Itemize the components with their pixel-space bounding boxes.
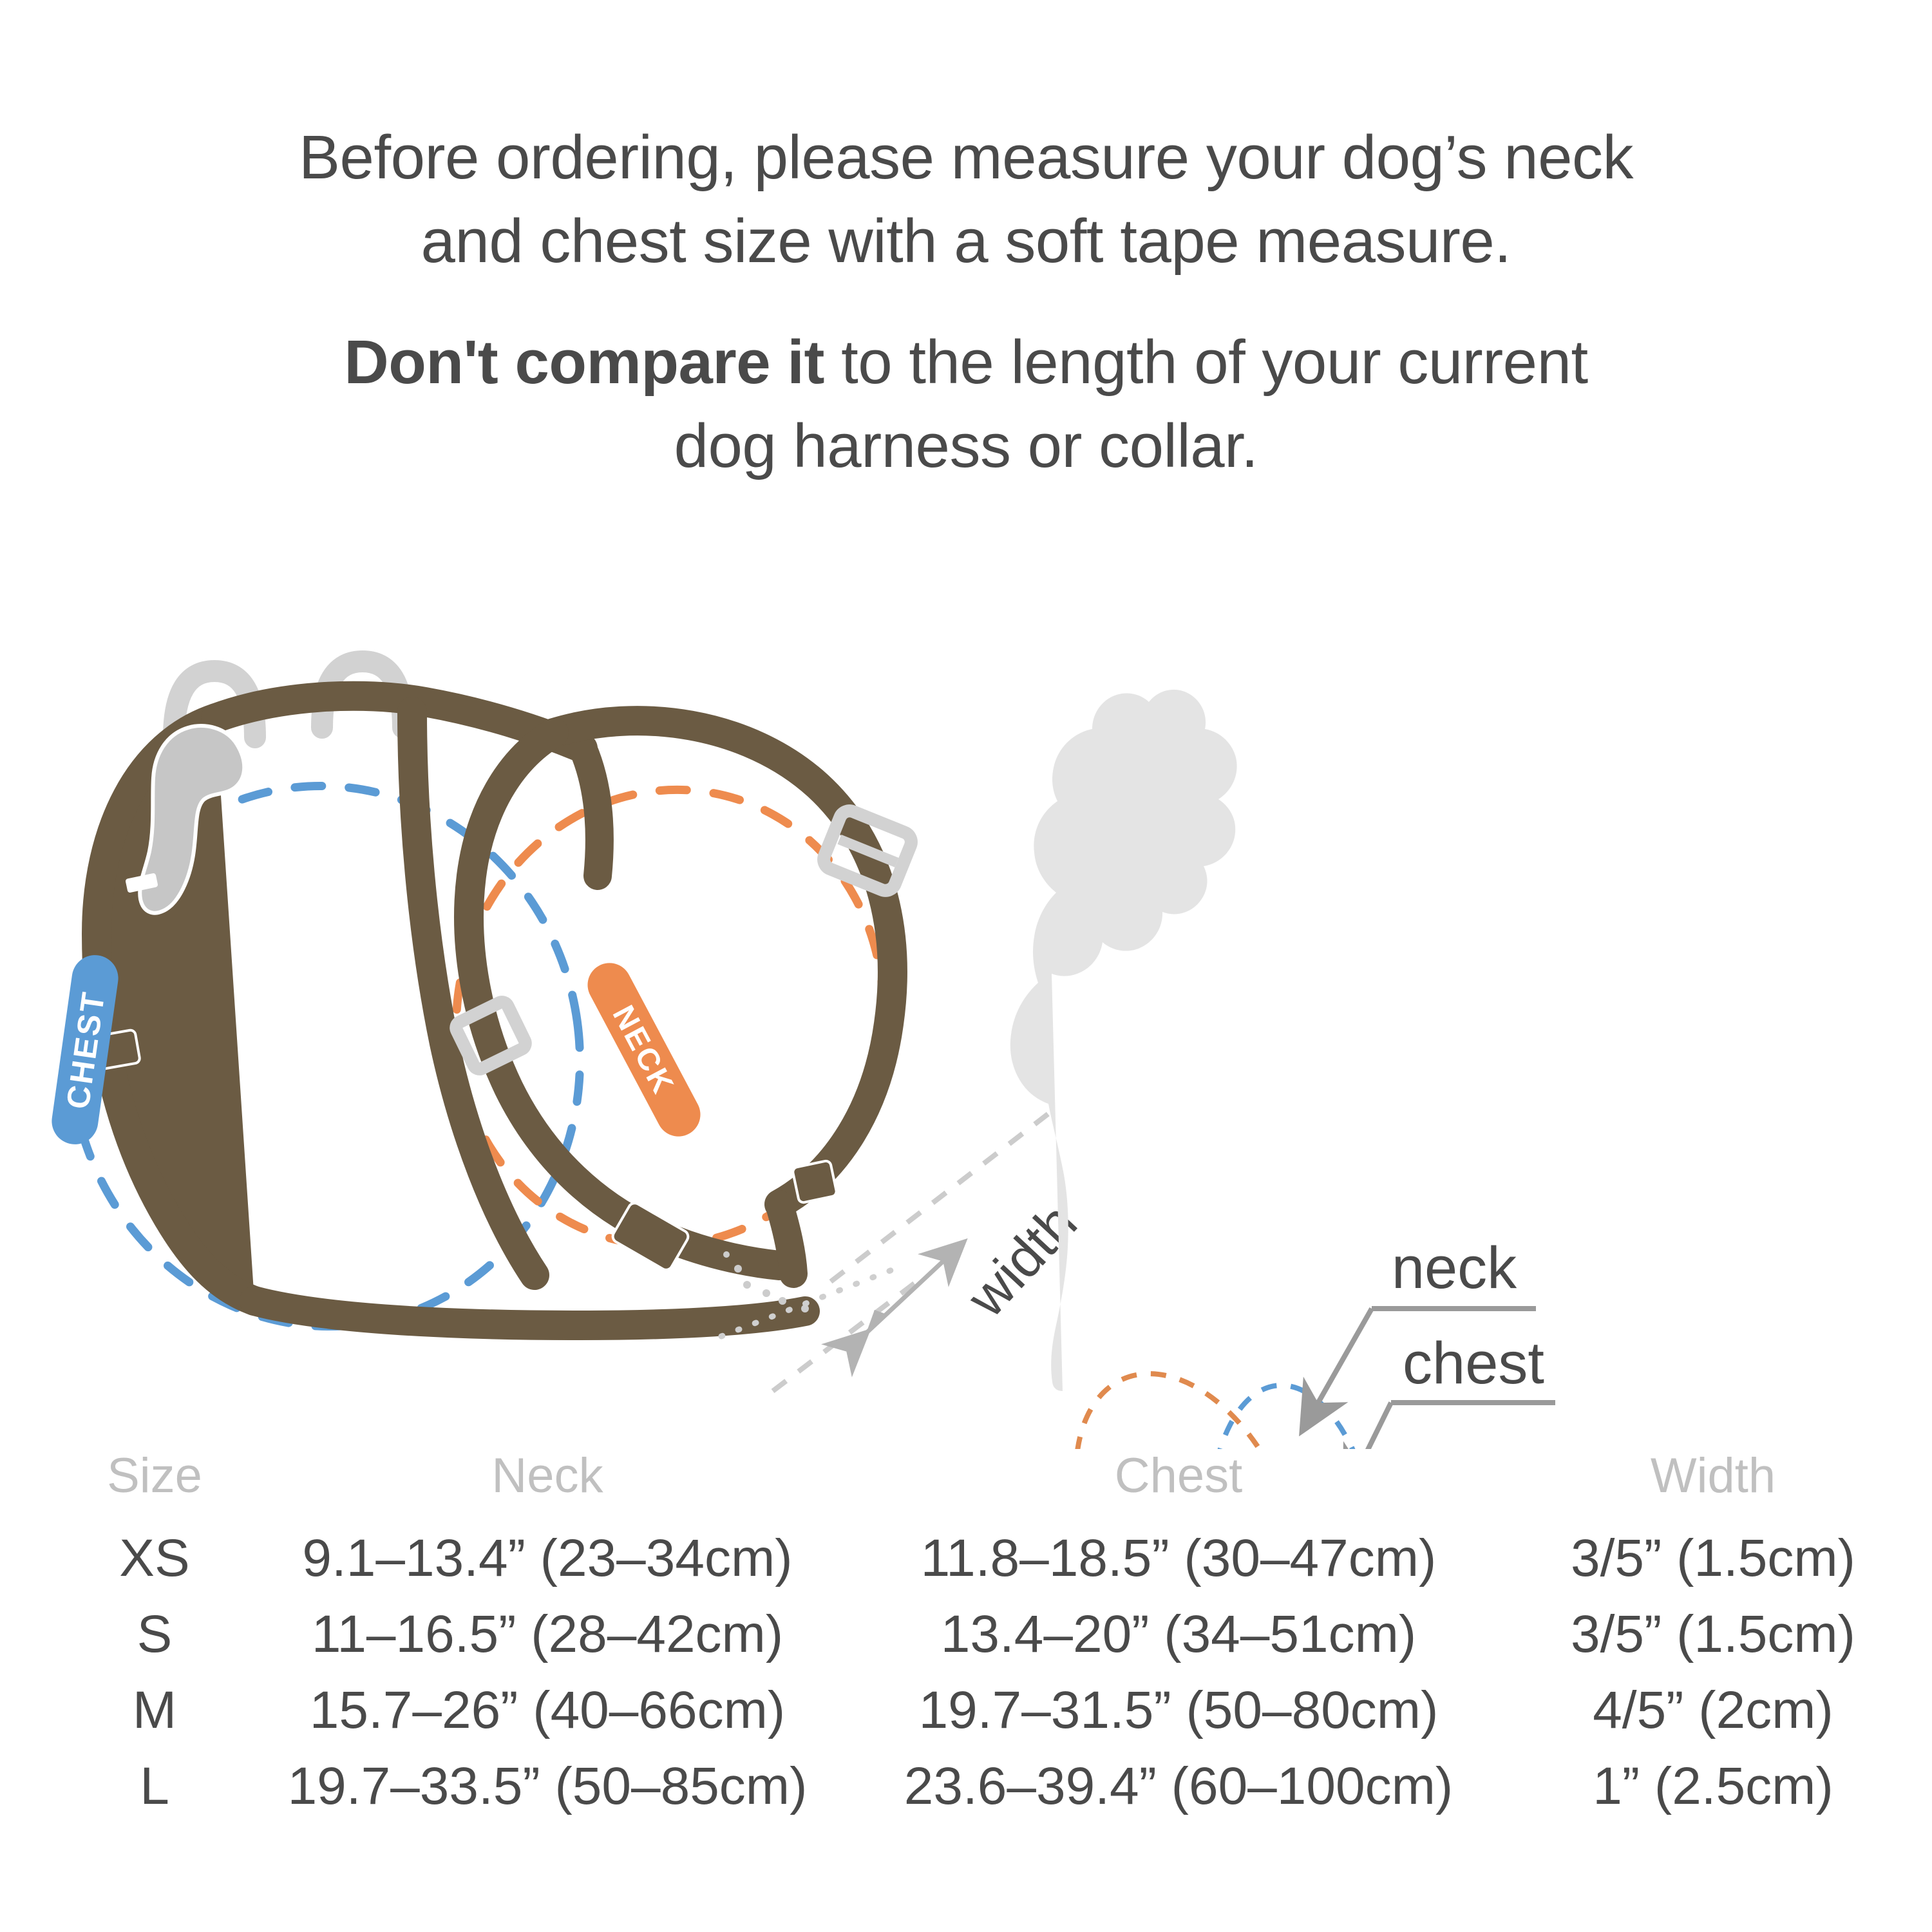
- side-release-clasp: [138, 724, 247, 915]
- cross-strap-vertical: [397, 697, 549, 1290]
- neck-strap-outer: [539, 706, 907, 1219]
- dog-neck-label: neck: [1392, 1235, 1517, 1301]
- table-header-row: Size Neck Chest Width: [52, 1448, 1906, 1520]
- dog-leader-lines: [1299, 1306, 1555, 1501]
- instruction-line-4: dog harness or collar.: [674, 412, 1258, 480]
- dog-outline: [1010, 689, 1237, 1391]
- column-header-neck: Neck: [491, 1448, 603, 1503]
- cell-size: L: [140, 1757, 169, 1815]
- belly-strap: [240, 1286, 820, 1341]
- cell-neck: 19.7–33.5” (50–85cm): [287, 1757, 808, 1815]
- cell-neck: 15.7–26” (40–66cm): [309, 1681, 786, 1739]
- cell-size: S: [137, 1605, 173, 1663]
- table-row: M 15.7–26” (40–66cm) 19.7–31.5” (50–80cm…: [52, 1672, 1906, 1748]
- chest-strap-loop: [97, 718, 254, 1301]
- instruction-emphasis: Don't compare it: [344, 328, 824, 397]
- harness-diagram: CHEST NECK wid: [0, 599, 1932, 1721]
- chest-leader-diagonal: [1342, 1401, 1394, 1501]
- dog-chest-circle: [1206, 1383, 1383, 1721]
- table-row: L 19.7–33.5” (50–85cm) 23.6–39.4” (60–10…: [52, 1748, 1906, 1824]
- cell-width: 4/5” (2cm): [1593, 1681, 1833, 1739]
- cell-chest: 23.6–39.4” (60–100cm): [904, 1757, 1454, 1815]
- square-buckle-center: [450, 996, 532, 1075]
- neck-label-badge: NECK: [587, 963, 701, 1137]
- size-table: Size Neck Chest Width XS 9.1–13.4” (23–3…: [52, 1448, 1906, 1824]
- dog-chest-label: chest: [1403, 1331, 1544, 1396]
- table-row: XS 9.1–13.4” (23–34cm) 11.8–18.5” (30–47…: [52, 1520, 1906, 1596]
- cell-size: XS: [119, 1529, 190, 1587]
- cell-chest: 11.8–18.5” (30–47cm): [920, 1529, 1437, 1587]
- width-edge-dots: [718, 1265, 898, 1340]
- instruction-line-3: Don't compare it to the length of your c…: [0, 321, 1932, 404]
- clasp-slot: [125, 873, 158, 893]
- chest-strap-right-upper: [569, 734, 614, 890]
- dog-neck-circle: [1073, 1371, 1303, 1681]
- instructions-header: Before ordering, please measure your dog…: [0, 116, 1932, 488]
- instruction-line-3-rest: to the length of your current: [824, 328, 1588, 397]
- strap-keeper-right: [791, 1159, 838, 1204]
- column-header-size: Size: [107, 1448, 202, 1503]
- column-header-chest: Chest: [1114, 1448, 1243, 1503]
- table-row: S 11–16.5” (28–42cm) 13.4–20” (34–51cm) …: [52, 1596, 1906, 1672]
- neck-label-text: NECK: [606, 1000, 681, 1101]
- instruction-line-1: Before ordering, please measure your dog…: [299, 123, 1633, 192]
- cell-chest: 19.7–31.5” (50–80cm): [918, 1681, 1439, 1739]
- cell-chest: 13.4–20” (34–51cm): [940, 1605, 1417, 1663]
- cell-size: M: [132, 1681, 177, 1739]
- cell-neck: 11–16.5” (28–42cm): [311, 1605, 784, 1663]
- slider-buckle-right: [817, 804, 918, 897]
- size-chart-table: Size Neck Chest Width XS 9.1–13.4” (23–3…: [0, 1448, 1932, 1824]
- width-guide-line-bottom: [771, 1276, 923, 1394]
- strap-end-dots: [723, 1251, 809, 1312]
- width-label-text: width: [955, 1192, 1089, 1329]
- neck-leader-diagonal: [1299, 1307, 1374, 1437]
- strap-keeper-lower: [611, 1202, 690, 1271]
- cell-width: 3/5” (1.5cm): [1571, 1529, 1855, 1587]
- cell-width: 1” (2.5cm): [1593, 1757, 1833, 1815]
- instruction-line-2: and chest size with a soft tape measure.: [421, 207, 1511, 276]
- cell-neck: 9.1–13.4” (23–34cm): [302, 1529, 793, 1587]
- harness-illustration: CHEST NECK wid: [52, 650, 1089, 1394]
- cell-width: 3/5” (1.5cm): [1571, 1605, 1855, 1663]
- column-header-width: Width: [1650, 1448, 1776, 1503]
- neck-strap-tail: [765, 1190, 808, 1288]
- dog-illustration: neck chest: [1010, 689, 1555, 1721]
